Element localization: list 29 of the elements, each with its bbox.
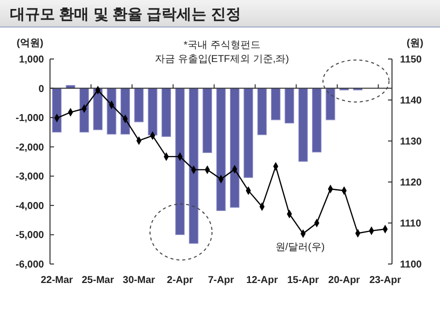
y-tick-label: -6,000 <box>16 260 44 270</box>
annotation: 자금 유출입(ETF제외 기준,좌) <box>155 54 289 65</box>
x-tick-label: 7-Apr <box>208 275 234 286</box>
x-tick-label: 15-Apr <box>287 275 320 286</box>
text: *국내 주식형펀드 <box>184 40 260 51</box>
y2-axis-title: (원) <box>406 38 424 49</box>
y-tick-label: -1,000 <box>16 113 44 124</box>
x-tick-label: 12-Apr <box>246 275 278 286</box>
y-tick-label: -2,000 <box>16 142 44 154</box>
y2-tick-label: 1130 <box>400 136 422 148</box>
x-tick-label: 25-Mar <box>82 275 114 286</box>
x-tick-label: 20-Apr <box>328 275 360 286</box>
x-tick-label: 22-Mar <box>40 275 74 286</box>
y2-tick-label: 1150 <box>400 54 422 66</box>
y-tick-label: -3,000 <box>16 172 44 183</box>
x-tick-label: 30-Mar <box>122 275 156 286</box>
y2-tick-label: 1110 <box>400 218 422 230</box>
y-tick-label: 1,000 <box>18 54 44 66</box>
y-tick-label: -5,000 <box>16 230 44 242</box>
y-tick-label: 0 <box>38 84 44 95</box>
x-tick-label: 23-Apr <box>369 275 402 286</box>
chart-title: 대규모 환매 및 환율 급락세는 진정 <box>10 6 241 23</box>
y-tick-label: -4,000 <box>16 200 44 212</box>
y2-tick-label: 1140 <box>400 96 422 106</box>
y-axis-title: (억원) <box>16 38 44 49</box>
x-tick-label: 2-Apr <box>166 275 194 286</box>
y2-tick-label: 1120 <box>400 178 422 188</box>
y2-tick-label: 1100 <box>400 260 422 270</box>
annotation: 원/달러(우) <box>275 242 325 253</box>
